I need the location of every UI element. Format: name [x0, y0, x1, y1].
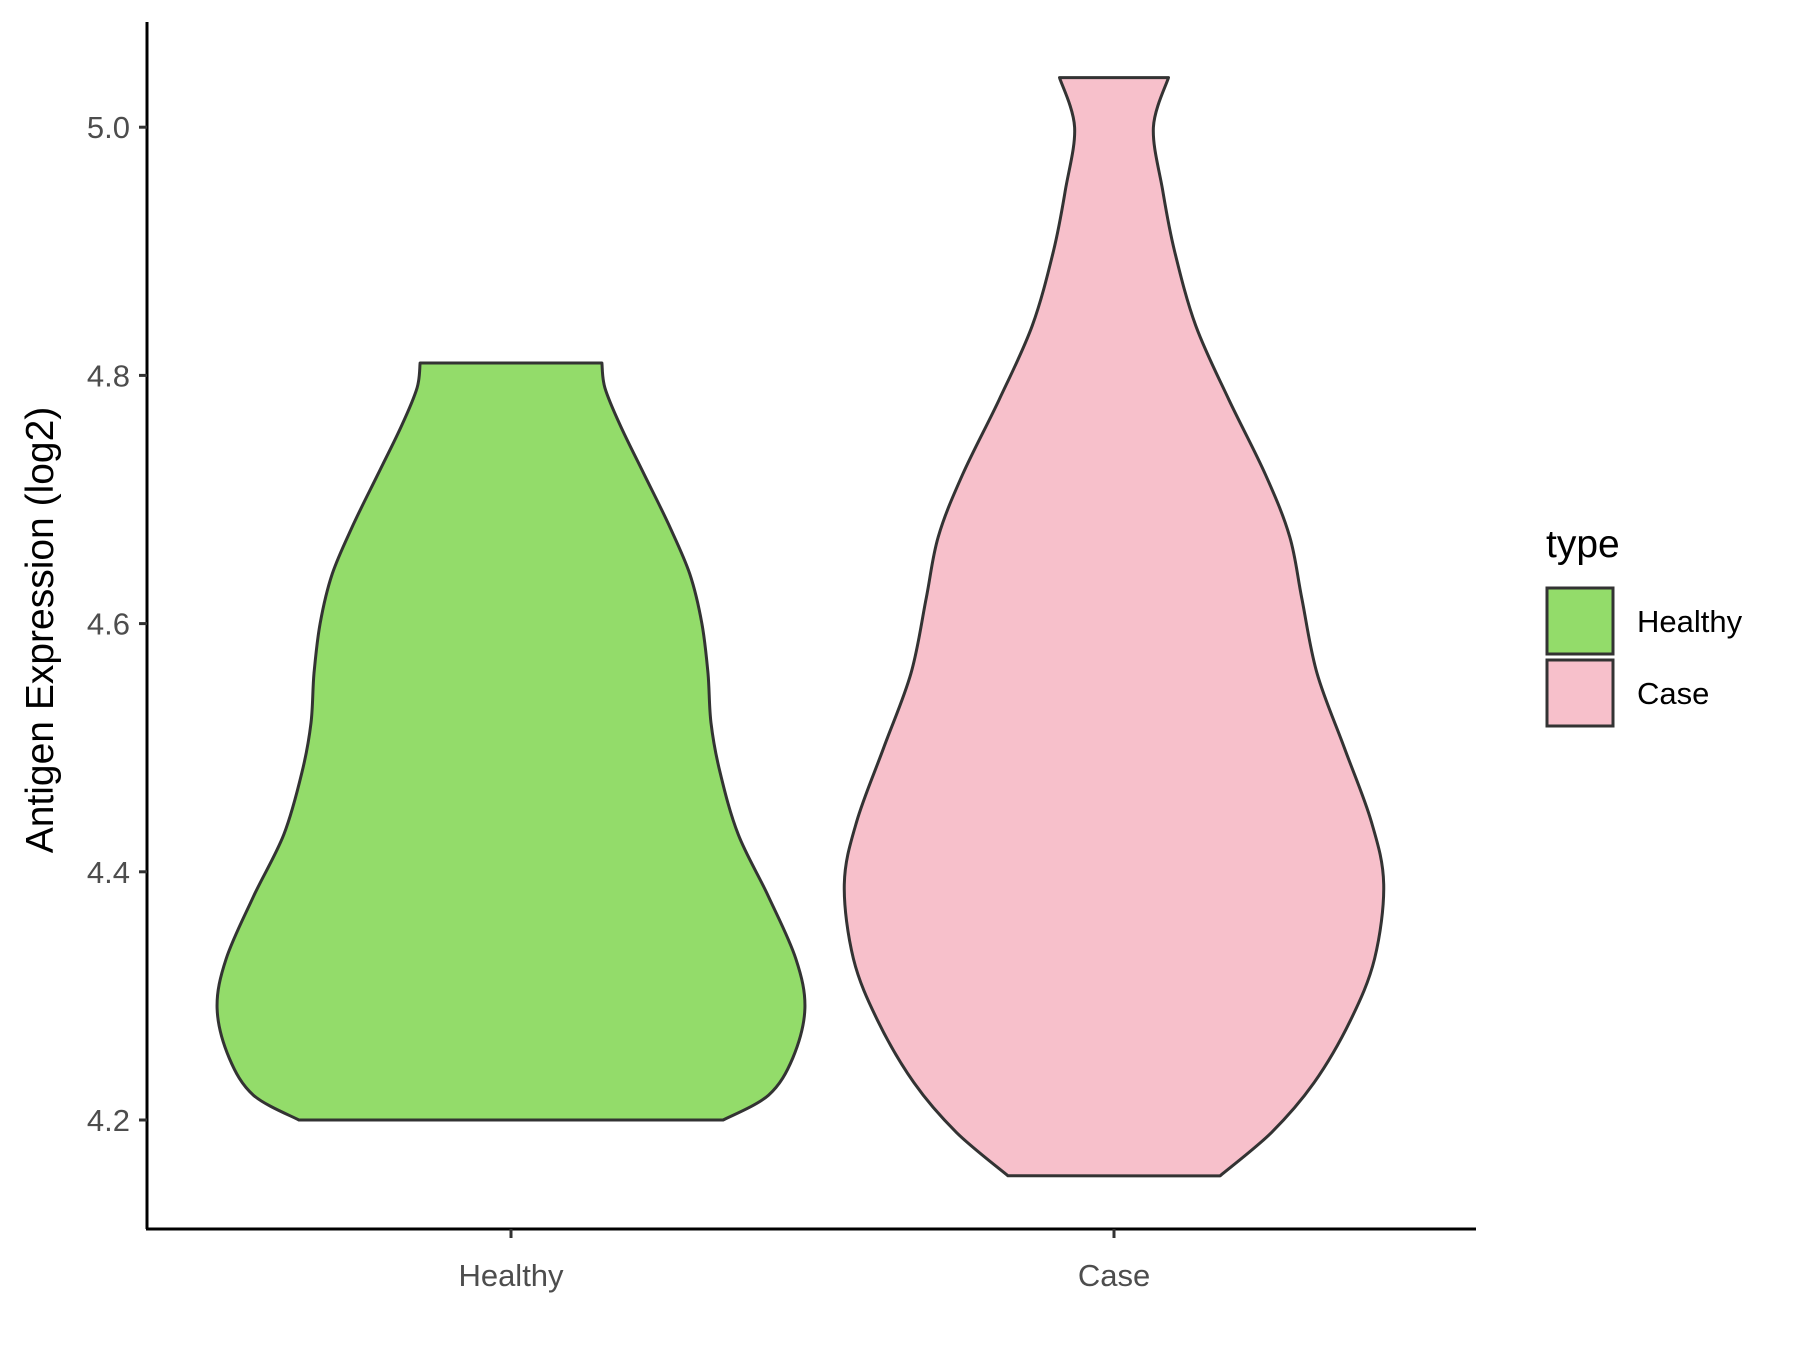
y-tick-label: 4.8 [87, 358, 130, 393]
y-axis-title: Antigen Expression (log2) [19, 407, 62, 854]
y-tick-label: 4.6 [87, 607, 130, 642]
x-ticks: Healthy Case [458, 1229, 1150, 1293]
legend-title: type [1546, 523, 1620, 566]
legend: type Healthy Case [1545, 523, 1743, 728]
violin-healthy [215, 361, 807, 1122]
x-tick-label: Case [1078, 1258, 1150, 1293]
legend-key-case [1545, 658, 1615, 728]
y-tick-label: 5.0 [87, 110, 130, 145]
violins-layer [215, 76, 1386, 1178]
y-ticks: 4.2 4.4 4.6 4.8 5.0 [87, 110, 147, 1138]
legend-label-healthy: Healthy [1637, 604, 1743, 639]
violin-case [842, 76, 1386, 1178]
y-tick-label: 4.4 [87, 855, 130, 890]
x-tick-label: Healthy [458, 1258, 564, 1293]
legend-label-case: Case [1637, 676, 1709, 711]
legend-key-healthy [1545, 586, 1615, 656]
y-tick-label: 4.2 [87, 1103, 130, 1138]
